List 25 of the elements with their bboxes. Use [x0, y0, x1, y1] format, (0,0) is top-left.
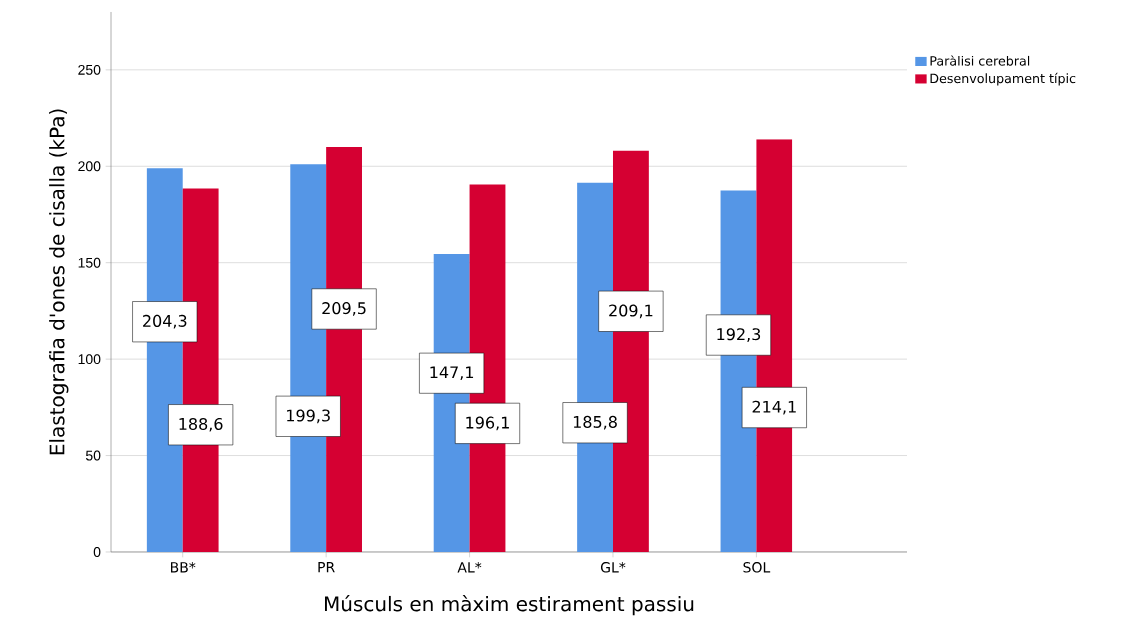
annotation: 147,1	[430, 366, 474, 380]
y-tick-label: 100	[78, 354, 101, 365]
y-tick-label: 250	[78, 64, 101, 75]
y-axis-title: Elastografia d'ones de cisalla (kPa)	[49, 109, 69, 455]
annotation: 209,5	[322, 302, 366, 316]
annotation: 204,3	[143, 314, 187, 329]
x-tick-label: GL*	[600, 562, 626, 573]
annotation: 214,1	[752, 400, 796, 415]
annotation: 196,1	[466, 416, 509, 431]
x-tick-label: AL*	[457, 562, 482, 573]
annotation: 185,8	[573, 415, 617, 430]
x-tick-label: SOL	[743, 562, 771, 573]
x-axis-title: Músculs en màxim estirament passiu	[325, 595, 694, 616]
legend-label: Desenvolupament típic	[930, 72, 1076, 86]
annotation: 192,3	[717, 328, 761, 342]
x-tick-label: BB*	[170, 562, 196, 573]
annotation: 188,6	[179, 417, 223, 432]
y-tick-label: 150	[78, 257, 101, 268]
legend-label: Paràlisi cerebral	[930, 55, 1030, 66]
y-tick-label: 50	[85, 450, 101, 461]
annotation: 209,1	[609, 304, 653, 319]
y-tick-label: 0	[93, 547, 101, 557]
annotation: 199,3	[287, 409, 330, 424]
x-tick-label: PR	[318, 562, 335, 573]
y-tick-label: 200	[78, 161, 101, 172]
